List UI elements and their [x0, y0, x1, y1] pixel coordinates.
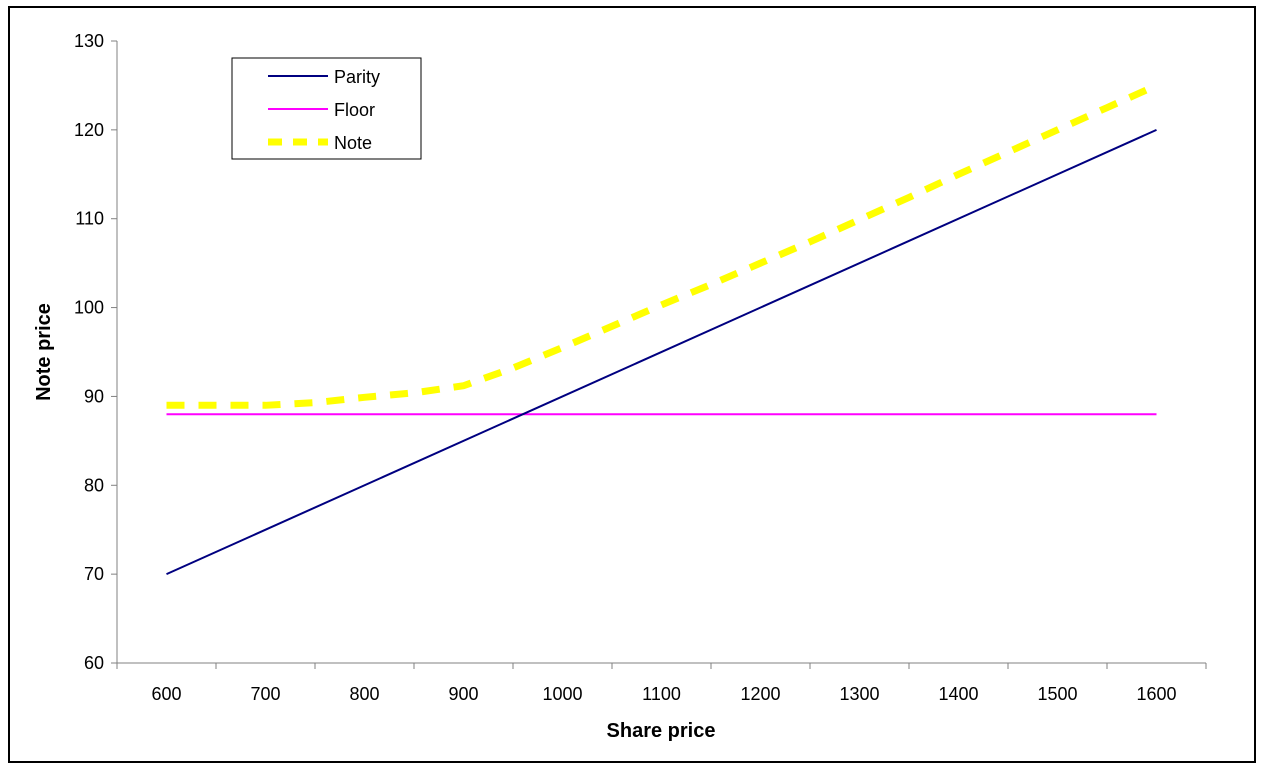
series-layer — [166, 82, 1158, 576]
x-tick-label: 900 — [448, 684, 478, 704]
x-tick-label: 1100 — [642, 684, 681, 704]
x-tick-label: 800 — [349, 684, 379, 704]
x-tick-label: 700 — [250, 684, 280, 704]
x-tick-label: 1200 — [740, 684, 780, 704]
legend-label-note: Note — [334, 133, 372, 153]
series-line-parity — [166, 128, 1157, 576]
y-tick-label: 60 — [84, 653, 104, 673]
axes: 60 70 80 90 100 110 120 130 600 700 800 900 1000 1100… — [74, 31, 1207, 704]
y-tick-label: 110 — [75, 209, 104, 229]
y-axis-title: Note price — [33, 303, 55, 401]
legend: Parity Floor Note — [231, 57, 422, 160]
legend-label-parity: Parity — [334, 67, 380, 87]
x-tick-label: 1600 — [1136, 684, 1176, 704]
series-line-note — [166, 82, 1158, 409]
x-tick-label: 1000 — [542, 684, 582, 704]
y-tick-label: 130 — [74, 31, 104, 51]
y-tick-label: 90 — [84, 386, 104, 406]
y-tick-label: 70 — [84, 564, 104, 584]
legend-label-floor: Floor — [334, 100, 375, 120]
x-tick-label: 600 — [151, 684, 181, 704]
x-tick-label: 1400 — [938, 684, 978, 704]
y-tick-label: 80 — [84, 475, 104, 495]
x-axis-title: Share price — [607, 720, 716, 742]
x-tick-label: 1500 — [1037, 684, 1077, 704]
y-tick-label: 120 — [74, 120, 104, 140]
x-tick-label: 1300 — [839, 684, 879, 704]
y-tick-label: 100 — [74, 298, 104, 318]
